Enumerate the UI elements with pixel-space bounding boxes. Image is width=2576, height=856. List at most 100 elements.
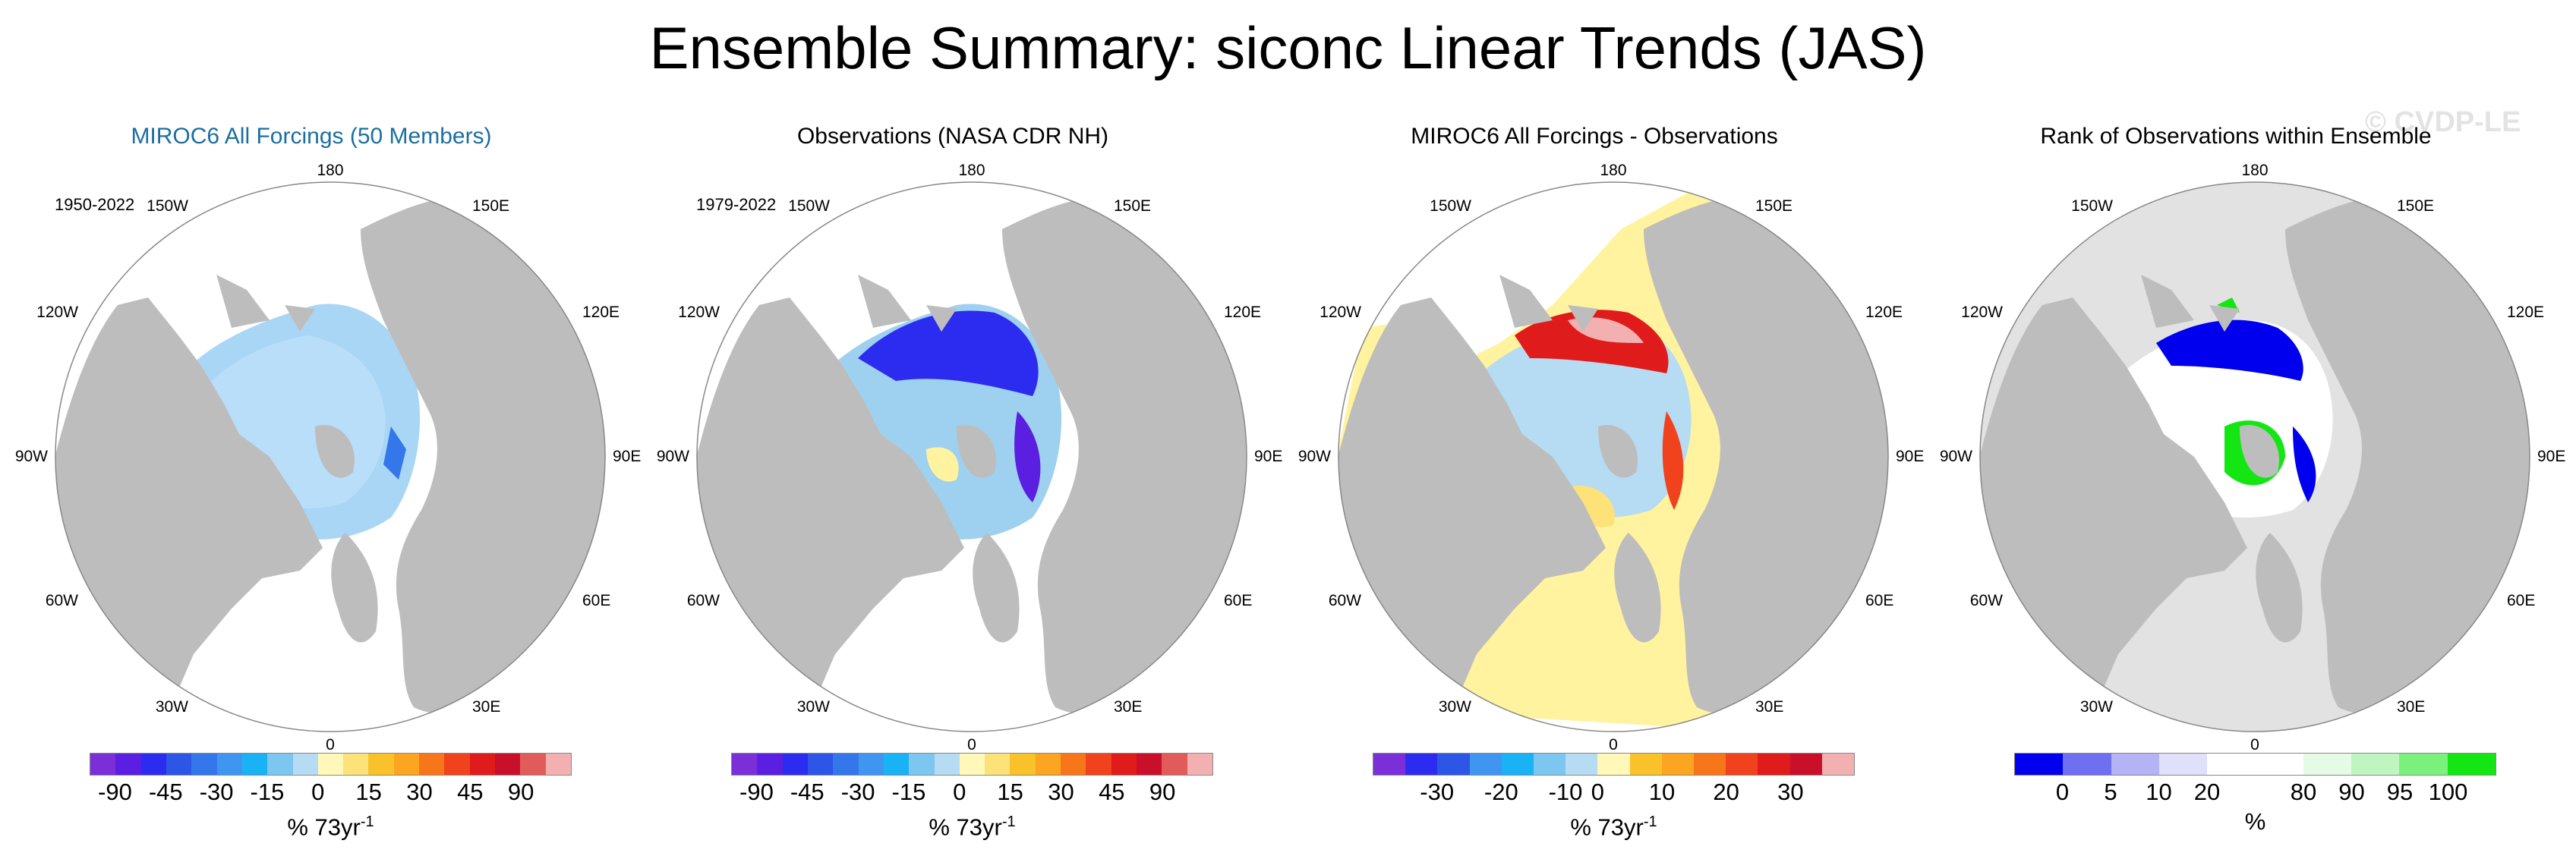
colorbar-tick-label: -20 (1483, 779, 1518, 805)
colorbar-tick-label: 80 (2290, 779, 2317, 805)
colorbar-tick-label: 0 (311, 779, 325, 805)
polar-map (55, 181, 606, 732)
colorbar-unit-text: % 73yr (287, 814, 361, 841)
longitude-label: 120W (678, 304, 720, 321)
colorbar-swatch (2255, 754, 2303, 775)
colorbar-unit-text: % (2244, 808, 2266, 835)
land-mass (1614, 533, 1661, 643)
colorbar-swatch (1035, 754, 1061, 775)
ice-trend-region (383, 426, 406, 480)
longitude-label: 150W (788, 197, 830, 215)
colorbar-tick-label: -15 (891, 779, 926, 805)
map-panel-2: Observations (NASA CDR NH) 180 150W 150E 120… (642, 0, 1283, 856)
colorbar-swatch (1086, 754, 1111, 775)
longitude-label: 60E (1865, 592, 1894, 609)
colorbar-swatch (1373, 754, 1406, 775)
colorbar-tick-label: 5 (2104, 779, 2117, 805)
land-mass (973, 533, 1020, 643)
longitude-label: 0 (967, 736, 976, 754)
land-mass (1598, 425, 1638, 478)
colorbar-tick-label: 90 (1149, 779, 1176, 805)
colorbar-swatch (267, 754, 293, 775)
land-mass (1568, 305, 1598, 332)
panel-title: MIROC6 All Forcings - Observations (1411, 124, 1778, 149)
longitude-label: 30W (2079, 698, 2113, 716)
colorbar-unit: % 73yr-1 (287, 808, 374, 841)
figure-title: Ensemble Summary: siconc Linear Trends (… (649, 14, 1927, 81)
colorbar-swatch (1405, 754, 1438, 775)
colorbar-swatch (1629, 754, 1662, 775)
longitude-label: 30E (472, 698, 501, 716)
colorbar-swatch (1187, 754, 1212, 775)
colorbar-tick-label: 45 (457, 779, 484, 805)
colorbar-tick-label: 10 (1648, 779, 1676, 805)
colorbar-swatch (833, 754, 859, 775)
longitude-label: 30W (796, 698, 830, 716)
colorbar-swatch (1437, 754, 1470, 775)
colorbar-swatch (419, 754, 445, 775)
colorbar (1373, 753, 1855, 776)
colorbar-tick-label: 95 (2386, 779, 2414, 805)
map-panel-4: Rank of Observations within Ensemble 180 1… (1925, 0, 2566, 856)
longitude-label: 90W (656, 448, 689, 465)
map-panel-1: MIROC6 All Forcings (50 Members) 180 150W 1… (0, 0, 642, 856)
colorbar-swatch (90, 754, 116, 775)
ice-trend-region (2293, 426, 2316, 502)
land-mass (1980, 297, 2247, 707)
colorbar-swatch (343, 754, 369, 775)
longitude-label: 90W (14, 448, 48, 465)
colorbar-tick-label: 0 (1591, 779, 1604, 805)
ice-trend-region (1662, 411, 1684, 510)
map-panel-3: MIROC6 All Forcings - Observations 180 150… (1283, 0, 1925, 856)
colorbar-swatch (883, 754, 910, 775)
longitude-label: 150W (147, 197, 188, 215)
colorbar-swatch (1137, 754, 1162, 775)
longitude-label: 60E (2507, 592, 2536, 609)
colorbar-swatch (757, 754, 783, 775)
longitude-label: 30E (2397, 698, 2426, 716)
colorbar-swatch (909, 754, 935, 775)
longitude-label: 90W (1297, 448, 1331, 465)
polar-map (696, 181, 1247, 732)
colorbar-tick-label: 20 (1713, 779, 1739, 805)
longitude-label: 30E (1755, 698, 1784, 716)
colorbar-swatch (858, 754, 884, 775)
longitude-label: 0 (1609, 736, 1618, 754)
longitude-label: 120E (1865, 304, 1903, 321)
longitude-label: 60W (1328, 592, 1361, 609)
map-boundary (55, 181, 606, 732)
colorbar-swatch (1162, 754, 1187, 775)
colorbar-tick-label: 15 (997, 779, 1023, 805)
colorbar-tick-label: 100 (2428, 779, 2468, 805)
colorbar-tick-label: 90 (507, 779, 534, 805)
longitude-label: 150E (1114, 197, 1152, 215)
longitude-label: 60W (686, 592, 720, 609)
longitude-label: 120E (1224, 304, 1262, 321)
longitude-label: 90E (2537, 448, 2566, 465)
colorbar-swatch (2207, 754, 2256, 775)
longitude-label: 60W (1969, 592, 2003, 609)
land-mass (1499, 275, 1553, 328)
longitude-label: 120W (36, 304, 78, 321)
colorbar-tick-label: 20 (2193, 779, 2221, 805)
colorbar-swatch (1789, 754, 1822, 775)
longitude-label: 150E (2397, 197, 2435, 215)
colorbar-tick-label: 30 (406, 779, 433, 805)
colorbar-tick-label: -30 (840, 779, 875, 805)
colorbar-tick-label: 15 (355, 779, 382, 805)
colorbar-unit: % 73yr-1 (929, 808, 1015, 841)
colorbar-swatch (393, 754, 420, 775)
colorbar-tick-label: -30 (1420, 779, 1455, 805)
longitude-label: 120W (1320, 304, 1361, 321)
colorbar-tick-label: 30 (1048, 779, 1074, 805)
colorbar-unit: % (2245, 808, 2266, 836)
land-mass (2285, 197, 2530, 714)
ice-trend-region (1014, 411, 1041, 502)
land-mass (361, 197, 605, 714)
colorbar-swatch (959, 754, 985, 775)
longitude-label: 150E (472, 197, 510, 215)
colorbar-tick-label: -45 (148, 779, 183, 805)
colorbar-tick-label: 0 (953, 779, 966, 805)
colorbar-tick-label: -30 (199, 779, 234, 805)
land-mass (55, 297, 323, 707)
